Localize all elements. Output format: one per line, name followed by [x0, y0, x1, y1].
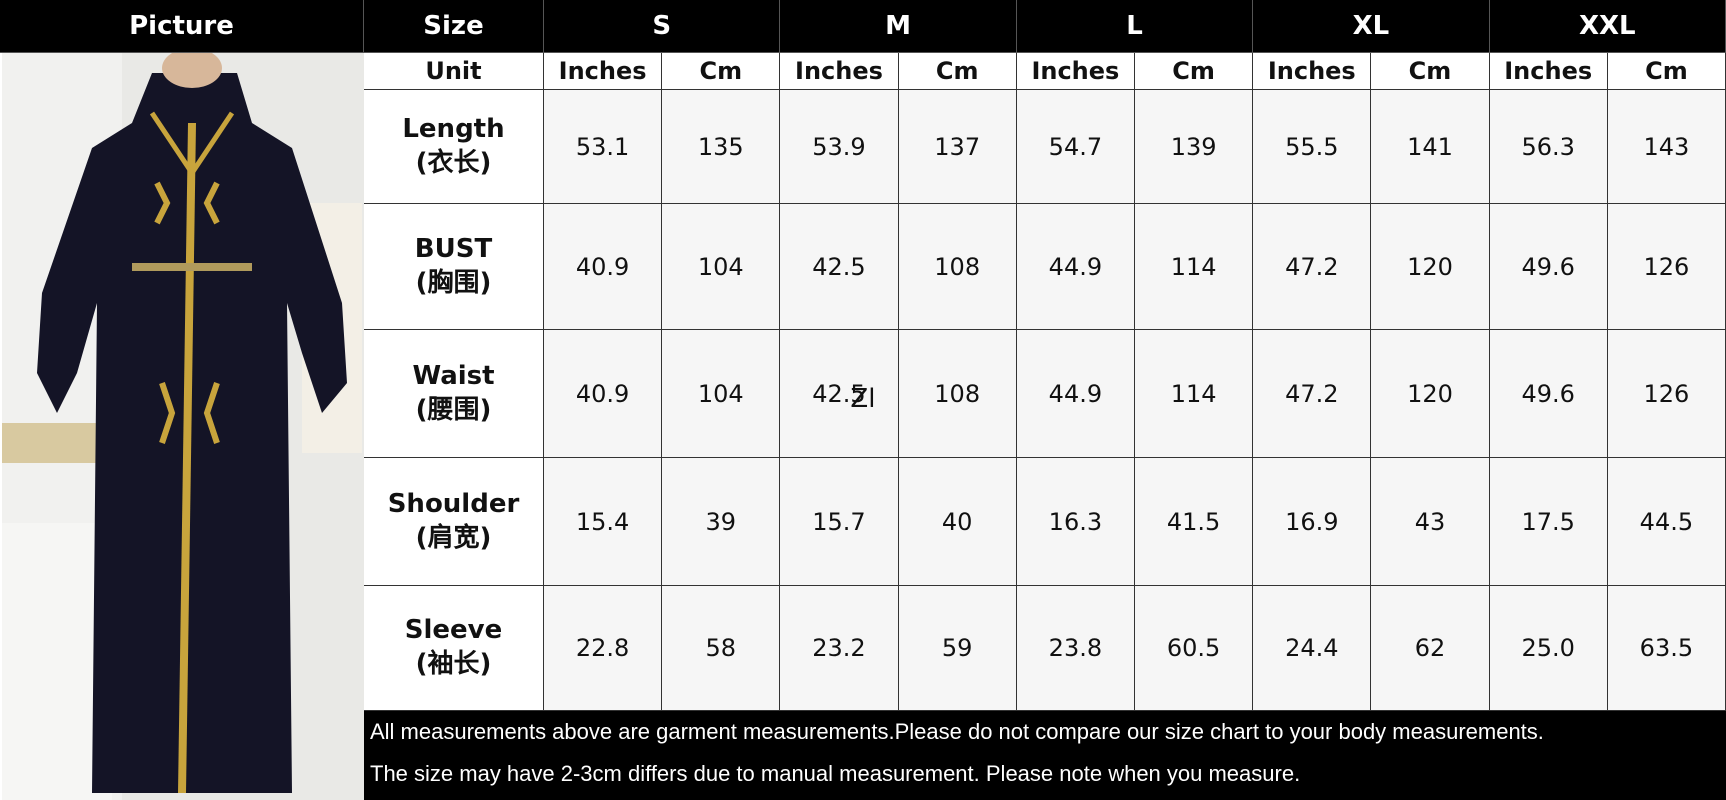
row-label: Waist (腰围) [364, 330, 544, 458]
value-cell: 44.5 [1607, 458, 1726, 586]
value-cell: 62 [1371, 586, 1490, 711]
row-label-text: (腰围) [415, 394, 492, 425]
value-cell: 40 [898, 458, 1017, 586]
unit-cell: Unit [364, 53, 544, 90]
product-picture [2, 53, 364, 800]
unit-cell: Cm [1135, 53, 1254, 90]
value-cell: 58 [662, 586, 781, 711]
value-cell: 24.4 [1253, 586, 1372, 711]
value-cell: 104 [662, 330, 781, 458]
value-cell: 120 [1371, 204, 1490, 330]
stray-mark: Zl [850, 384, 876, 414]
unit-cell: Cm [1371, 53, 1490, 90]
value-cell: 41.5 [1135, 458, 1254, 586]
value-cell: 15.7 [780, 458, 899, 586]
value-cell: 17.5 [1489, 458, 1608, 586]
row-label: Sleeve (袖长) [364, 586, 544, 711]
size-header: L [1016, 0, 1254, 53]
value-cell: 59 [898, 586, 1017, 711]
row-label: BUST (胸围) [364, 204, 544, 330]
value-cell: 141 [1371, 90, 1490, 204]
value-cell: 25.0 [1489, 586, 1608, 711]
size-header: XXL [1489, 0, 1726, 53]
unit-cell: Inches [1016, 53, 1135, 90]
row-label-text: Shoulder [387, 488, 520, 519]
unit-cell: Inches [1253, 53, 1372, 90]
size-header: M [780, 0, 1017, 53]
footer: All measurements above are garment measu… [364, 711, 1726, 800]
unit-cell: Inches [780, 53, 899, 90]
value-cell: 63.5 [1607, 586, 1726, 711]
value-cell: 49.6 [1489, 330, 1608, 458]
value-cell: 49.6 [1489, 204, 1608, 330]
row-label: Length (衣长) [364, 90, 544, 204]
value-cell: 42.5 [780, 330, 899, 458]
value-cell: 104 [662, 204, 781, 330]
footer-note: All measurements above are garment measu… [370, 719, 1544, 744]
unit-cell: Cm [898, 53, 1017, 90]
unit-cell: Cm [1607, 53, 1726, 90]
header-cell: Size [364, 0, 544, 53]
row-label-text: (肩宽) [415, 522, 492, 553]
row-label-text: Waist [412, 360, 495, 391]
value-cell: 56.3 [1489, 90, 1608, 204]
value-cell: 47.2 [1253, 330, 1372, 458]
row-label-text: Length [402, 113, 505, 144]
value-cell: 137 [898, 90, 1017, 204]
size-header: XL [1253, 0, 1490, 53]
value-cell: 23.8 [1016, 586, 1135, 711]
row-label-text: (袖长) [415, 649, 492, 679]
value-cell: 139 [1135, 90, 1254, 204]
value-cell: 39 [662, 458, 781, 586]
header-cell: Picture [0, 0, 364, 53]
row-label-text: (胸围) [415, 267, 492, 298]
value-cell: 23.2 [780, 586, 899, 711]
value-cell: 143 [1607, 90, 1726, 204]
row-label-text: BUST [414, 233, 493, 264]
unit-cell: Cm [662, 53, 781, 90]
value-cell: 126 [1607, 204, 1726, 330]
row-label: Shoulder (肩宽) [364, 458, 544, 586]
value-cell: 114 [1135, 204, 1254, 330]
unit-cell: Inches [544, 53, 663, 90]
value-cell: 108 [898, 204, 1017, 330]
value-cell: 16.3 [1016, 458, 1135, 586]
value-cell: 53.9 [780, 90, 899, 204]
unit-cell: Inches [1489, 53, 1608, 90]
footer-note: The size may have 2-3cm differs due to m… [370, 761, 1301, 786]
value-cell: 53.1 [544, 90, 663, 204]
value-cell: 55.5 [1253, 90, 1372, 204]
value-cell: 43 [1371, 458, 1490, 586]
value-cell: 40.9 [544, 330, 663, 458]
value-cell: 54.7 [1016, 90, 1135, 204]
row-label-text: (衣长) [415, 147, 492, 178]
value-cell: 40.9 [544, 204, 663, 330]
value-cell: 126 [1607, 330, 1726, 458]
value-cell: 15.4 [544, 458, 663, 586]
value-cell: 114 [1135, 330, 1254, 458]
value-cell: 60.5 [1135, 586, 1254, 711]
size-header: S [544, 0, 781, 53]
value-cell: 22.8 [544, 586, 663, 711]
value-cell: 108 [898, 330, 1017, 458]
value-cell: 16.9 [1253, 458, 1372, 586]
value-cell: 135 [662, 90, 781, 204]
value-cell: 47.2 [1253, 204, 1372, 330]
row-label-text: Sleeve [404, 615, 503, 646]
value-cell: 44.9 [1016, 204, 1135, 330]
value-cell: 42.5 [780, 204, 899, 330]
value-cell: 44.9 [1016, 330, 1135, 458]
value-cell: 120 [1371, 330, 1490, 458]
